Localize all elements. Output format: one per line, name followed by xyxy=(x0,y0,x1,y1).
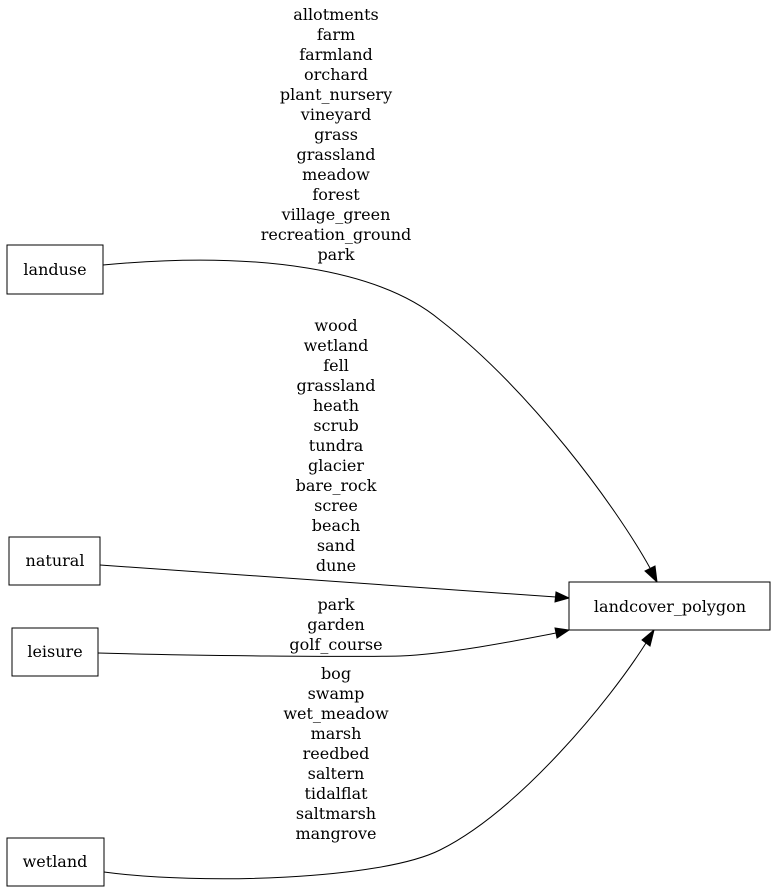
edge-label-line: wetland xyxy=(304,336,369,355)
edge-label-line: farmland xyxy=(299,45,372,64)
edge-label-line: allotments xyxy=(293,5,378,24)
node-label: leisure xyxy=(27,642,82,661)
edge-label-line: swamp xyxy=(308,684,365,703)
arrowhead xyxy=(554,627,571,639)
edge-label-line: dune xyxy=(316,556,356,575)
edge-label-wetland: bogswampwet_meadowmarshreedbedsalterntid… xyxy=(283,664,389,843)
edge-label-line: park xyxy=(317,595,354,614)
edge-label-line: beach xyxy=(312,516,361,535)
edge-label-line: garden xyxy=(307,615,364,634)
edge-label-line: saltern xyxy=(308,764,365,783)
edge-label-line: golf_course xyxy=(289,635,382,654)
node-label: landcover_polygon xyxy=(594,597,746,616)
edge-label-natural: woodwetlandfellgrasslandheathscrubtundra… xyxy=(296,316,377,575)
node-landcover_polygon[interactable]: landcover_polygon xyxy=(568,581,771,631)
edge-label-line: wet_meadow xyxy=(283,704,389,723)
edge-label-line: wood xyxy=(314,316,357,335)
edge-natural-to-landcover_polygon xyxy=(99,564,571,603)
edge-wetland-to-landcover_polygon xyxy=(103,628,655,880)
node-landuse[interactable]: landuse xyxy=(6,244,104,295)
node-leisure[interactable]: leisure xyxy=(11,627,99,677)
arrowhead xyxy=(554,591,571,603)
edge-label-line: grassland xyxy=(296,145,375,164)
node-label: natural xyxy=(26,551,85,570)
edge-label-line: vineyard xyxy=(300,105,371,124)
node-natural[interactable]: natural xyxy=(8,536,101,586)
arrowhead xyxy=(641,628,655,647)
node-label: landuse xyxy=(23,260,86,279)
arrowhead xyxy=(644,565,658,584)
edge-label-line: farm xyxy=(317,25,355,44)
edge-label-line: park xyxy=(317,245,354,264)
edge-label-line: scrub xyxy=(313,416,358,435)
edge-label-line: heath xyxy=(313,396,359,415)
edge-label-line: reedbed xyxy=(303,744,370,763)
edge-label-line: marsh xyxy=(311,724,362,743)
edge-label-line: plant_nursery xyxy=(280,85,392,104)
edge-label-line: glacier xyxy=(308,456,364,475)
edge-landuse-to-landcover_polygon xyxy=(102,259,658,584)
edge-label-line: scree xyxy=(314,496,358,515)
node-wetland[interactable]: wetland xyxy=(6,837,105,887)
edge-label-line: saltmarsh xyxy=(296,804,376,823)
edge-label-line: forest xyxy=(312,185,360,204)
node-label: wetland xyxy=(23,852,88,871)
edge-label-line: mangrove xyxy=(295,824,376,843)
edge-label-line: village_green xyxy=(281,205,391,224)
edge-label-line: sand xyxy=(317,536,355,555)
edge-label-line: grass xyxy=(314,125,358,144)
edge-label-line: fell xyxy=(323,356,349,375)
edge-label-landuse: allotmentsfarmfarmlandorchardplant_nurse… xyxy=(261,5,412,264)
edge-label-line: bog xyxy=(321,664,351,683)
edge-label-line: meadow xyxy=(302,165,370,184)
edge-label-line: bare_rock xyxy=(296,476,377,495)
edge-leisure-to-landcover_polygon xyxy=(97,627,571,657)
edge-label-line: tundra xyxy=(309,436,364,455)
edge-label-line: tidalflat xyxy=(304,784,368,803)
edge-label-line: grassland xyxy=(296,376,375,395)
edge-label-line: orchard xyxy=(304,65,368,84)
edge-label-line: recreation_ground xyxy=(261,225,412,244)
